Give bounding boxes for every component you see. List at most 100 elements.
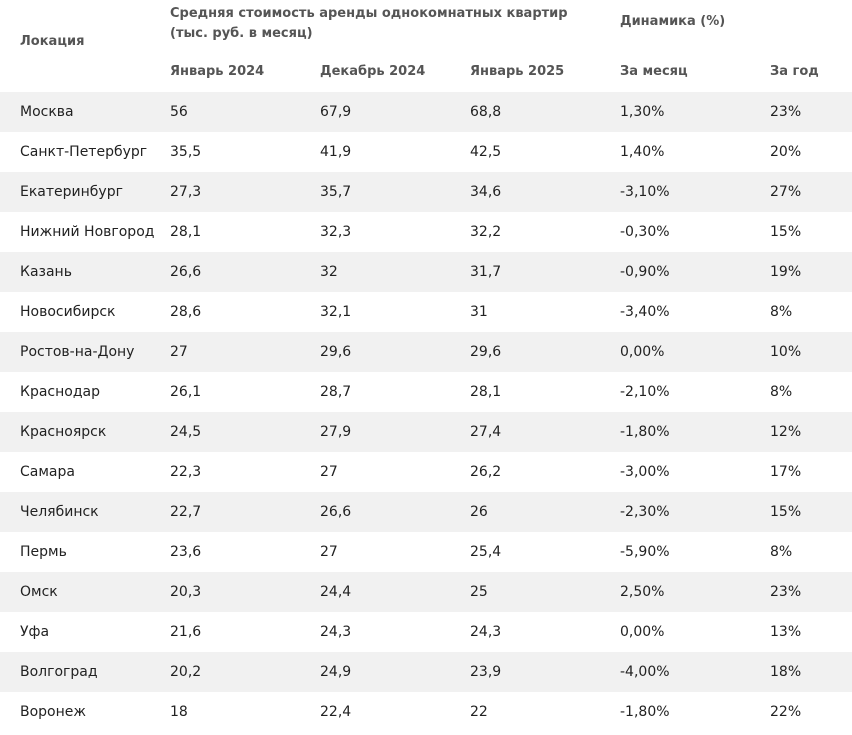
value-cell: 31 [470,304,488,320]
value-cell: 29,6 [320,344,352,360]
table-row: Самара 22,3 27 26,2 -3,00% 17% [0,452,852,492]
table-row: Омск 20,3 24,4 25 2,50% 23% [0,572,852,612]
value-cell: 13% [770,624,802,640]
value-cell: 21,6 [170,624,202,640]
column-header: Декабрь 2024 [320,64,426,79]
value-cell: 27 [320,544,338,560]
value-cell: 1,40% [620,144,665,160]
value-cell: -0,90% [620,264,670,280]
table-row: Пермь 23,6 27 25,4 -5,90% 8% [0,532,852,572]
value-cell: 27,9 [320,424,352,440]
value-cell: -1,80% [620,424,670,440]
location-cell: Санкт-Петербург [20,144,148,160]
table-row: Новосибирск 28,6 32,1 31 -3,40% 8% [0,292,852,332]
value-cell: 19% [770,264,802,280]
value-cell: 42,5 [470,144,502,160]
value-cell: 26,6 [320,504,352,520]
value-cell: 41,9 [320,144,352,160]
value-cell: 22 [470,704,488,720]
column-header: За месяц [620,64,688,79]
value-cell: 18% [770,664,802,680]
value-cell: 27 [170,344,188,360]
value-cell: -4,00% [620,664,670,680]
value-cell: 22,3 [170,464,202,480]
value-cell: -3,40% [620,304,670,320]
value-cell: 24,9 [320,664,352,680]
table-row: Воронеж 18 22,4 22 -1,80% 22% [0,692,852,732]
header-dynamics-group: Динамика (%) [620,14,726,29]
value-cell: -2,30% [620,504,670,520]
location-cell: Москва [20,104,74,120]
table-row: Санкт-Петербург 35,5 41,9 42,5 1,40% 20% [0,132,852,172]
column-header: Январь 2024 [170,64,265,79]
value-cell: 56 [170,104,188,120]
value-cell: 0,00% [620,344,665,360]
location-cell: Нижний Новгород [20,224,155,240]
value-cell: 24,3 [470,624,502,640]
location-cell: Екатеринбург [20,184,123,200]
table-row: Нижний Новгород 28,1 32,3 32,2 -0,30% 15% [0,212,852,252]
value-cell: 32,2 [470,224,502,240]
value-cell: 20% [770,144,802,160]
value-cell: -5,90% [620,544,670,560]
value-cell: 25,4 [470,544,502,560]
table-row: Казань 26,6 32 31,7 -0,90% 19% [0,252,852,292]
location-cell: Уфа [20,624,50,640]
column-header: За год [770,64,819,79]
value-cell: 35,5 [170,144,202,160]
value-cell: 27 [320,464,338,480]
value-cell: 20,3 [170,584,202,600]
value-cell: 35,7 [320,184,352,200]
value-cell: 18 [170,704,188,720]
header-location: Локация [20,34,85,49]
value-cell: 15% [770,224,802,240]
table-row: Краснодар 26,1 28,7 28,1 -2,10% 8% [0,372,852,412]
table-row: Ростов-на-Дону 27 29,6 29,6 0,00% 10% [0,332,852,372]
value-cell: 10% [770,344,802,360]
table-row: Уфа 21,6 24,3 24,3 0,00% 13% [0,612,852,652]
value-cell: 23,9 [470,664,502,680]
value-cell: 32,3 [320,224,352,240]
value-cell: 27% [770,184,802,200]
value-cell: 24,3 [320,624,352,640]
value-cell: 2,50% [620,584,665,600]
location-cell: Казань [20,264,72,280]
value-cell: 0,00% [620,624,665,640]
value-cell: 31,7 [470,264,502,280]
location-cell: Новосибирск [20,304,116,320]
value-cell: 68,8 [470,104,502,120]
value-cell: 22% [770,704,802,720]
value-cell: 24,5 [170,424,202,440]
value-cell: 32,1 [320,304,352,320]
value-cell: 28,1 [470,384,502,400]
value-cell: 26 [470,504,488,520]
location-cell: Омск [20,584,58,600]
value-cell: 22,4 [320,704,352,720]
value-cell: 1,30% [620,104,665,120]
location-cell: Челябинск [20,504,99,520]
value-cell: 8% [770,304,793,320]
value-cell: 28,7 [320,384,352,400]
column-header: Январь 2025 [470,64,565,79]
table-row: Челябинск 22,7 26,6 26 -2,30% 15% [0,492,852,532]
location-cell: Самара [20,464,75,480]
value-cell: -3,10% [620,184,670,200]
value-cell: 20,2 [170,664,202,680]
value-cell: 8% [770,544,793,560]
location-cell: Волгоград [20,664,98,680]
value-cell: 32 [320,264,338,280]
value-cell: -2,10% [620,384,670,400]
table-row: Москва 56 67,9 68,8 1,30% 23% [0,92,852,132]
value-cell: 34,6 [470,184,502,200]
value-cell: 28,1 [170,224,202,240]
location-cell: Ростов-на-Дону [20,344,135,360]
location-cell: Воронеж [20,704,87,720]
value-cell: -0,30% [620,224,670,240]
value-cell: 8% [770,384,793,400]
value-cell: 26,1 [170,384,202,400]
value-cell: 67,9 [320,104,352,120]
value-cell: 26,2 [470,464,502,480]
value-cell: 27,4 [470,424,502,440]
table-row: Екатеринбург 27,3 35,7 34,6 -3,10% 27% [0,172,852,212]
value-cell: 23% [770,584,802,600]
